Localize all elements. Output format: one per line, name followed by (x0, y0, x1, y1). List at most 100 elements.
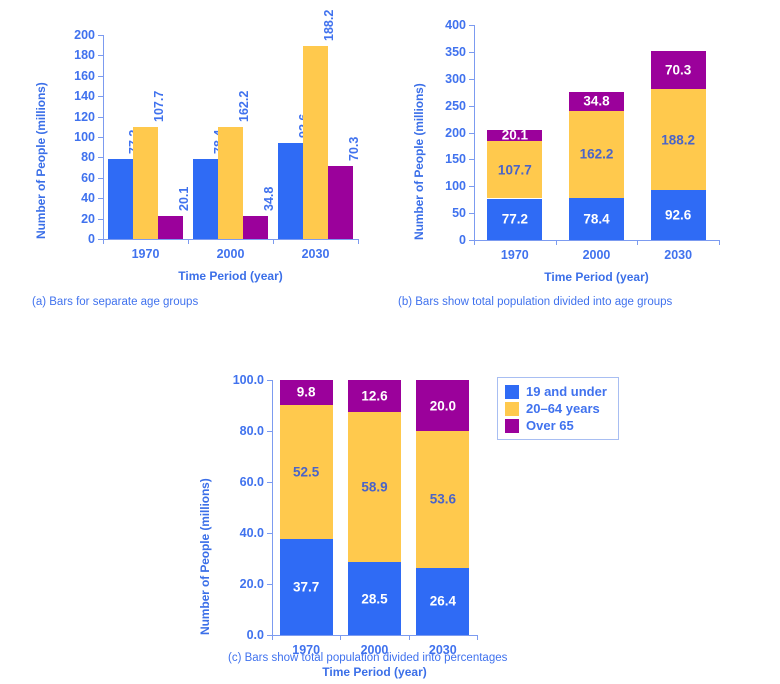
y-tickmark (267, 635, 272, 636)
y-tick-label: 50 (452, 206, 466, 221)
legend-label: 19 and under (526, 384, 607, 399)
y-tickmark (267, 482, 272, 483)
legend: 19 and under 20–64 years Over 65 (497, 377, 619, 440)
segment-value-label: 9.8 (296, 384, 316, 400)
legend-item[interactable]: Over 65 (505, 417, 609, 434)
chart-panel-a: 0 20 40 60 80 100 120 140 160 180 200 Number of Peo… (0, 0, 390, 320)
x-tick-label-2000: 2000 (582, 248, 611, 262)
x-axis-line (103, 239, 358, 240)
x-tick-label-2030: 2030 (301, 247, 330, 261)
bar-2000-2[interactable] (348, 380, 401, 413)
bar-2000-1[interactable] (218, 126, 243, 239)
y-tick-label: 80.0 (239, 424, 264, 438)
segment-value-label: 53.6 (429, 491, 456, 507)
bar-2030-2[interactable] (328, 165, 353, 239)
y-tickmark (267, 533, 272, 534)
chart-panel-c: 0.0 20.0 40.0 60.0 80.0 100.0 Number of People… (180, 350, 640, 679)
legend-item[interactable]: 20–64 years (505, 400, 609, 417)
bar-2000-0[interactable] (348, 562, 401, 635)
bar-2000-0[interactable] (193, 159, 218, 239)
y-tick-label: 80 (81, 150, 95, 165)
bar-1970-1[interactable] (133, 126, 158, 239)
y-tick-label: 350 (445, 44, 466, 59)
caption-a: (a) Bars for separate age groups (32, 296, 199, 308)
x-tickmark (272, 635, 273, 640)
bar-value-label: 107.7 (151, 90, 166, 122)
x-axis-title: Time Period (year) (544, 270, 649, 284)
bar-value-label: 20.1 (176, 186, 191, 211)
bar-2030-1[interactable] (416, 431, 470, 568)
segment-value-label: 26.4 (429, 593, 456, 609)
chart-panel-b: 0 50 100 150 200 250 300 350 400 Number of People… (390, 0, 780, 320)
bar-1970-2[interactable] (279, 380, 333, 405)
y-tick-label: 140 (74, 89, 95, 104)
y-tickmark (469, 25, 474, 26)
y-tickmark (98, 75, 103, 77)
y-tickmark (469, 186, 474, 188)
y-tick-label: 150 (445, 152, 466, 167)
bar-2030-1[interactable] (650, 89, 706, 191)
bar-2030-2[interactable] (416, 380, 470, 431)
bar-2000-2[interactable] (243, 215, 268, 239)
y-tickmark (469, 159, 474, 161)
x-axis-title: Time Period (year) (322, 665, 427, 679)
x-tickmark (637, 240, 639, 245)
legend-swatch-20-64-years (505, 401, 519, 416)
y-tickmark (469, 132, 474, 134)
bar-2030-2[interactable] (650, 51, 706, 90)
segment-value-label: 12.6 (361, 388, 388, 404)
segment-value-label: 34.8 (583, 93, 610, 109)
caption-b: (b) Bars show total population divided i… (398, 296, 673, 308)
y-tick-label: 100.0 (232, 373, 264, 387)
caption-c: (c) Bars show total population divided i… (228, 652, 508, 664)
x-axis-line (272, 635, 477, 636)
x-tick-label-1970: 1970 (500, 248, 529, 262)
bar-value-label: 34.8 (261, 186, 276, 211)
legend-item[interactable]: 19 and under (505, 383, 609, 400)
segment-value-label: 20.1 (501, 127, 528, 143)
bar-2000-0[interactable] (569, 197, 624, 240)
bar-2000-1[interactable] (348, 412, 401, 563)
bar-2030-0[interactable] (416, 567, 470, 635)
segment-value-label: 20.0 (429, 398, 456, 413)
y-tick-label: 0 (88, 232, 95, 246)
bar-1970-2[interactable] (487, 129, 543, 141)
legend-label: 20–64 years (526, 401, 600, 416)
bar-value-label: 188.2 (321, 9, 336, 42)
y-axis-line (474, 25, 475, 240)
x-tickmark (340, 635, 342, 640)
x-axis-line (474, 240, 719, 241)
x-tick-label-1970: 1970 (292, 643, 321, 657)
y-tick-label: 40.0 (239, 526, 264, 540)
y-tickmark (469, 105, 474, 107)
bar-1970-1[interactable] (279, 404, 333, 539)
y-axis-title: Number of People (millions) (198, 478, 212, 635)
y-tickmark (98, 239, 103, 240)
bar-1970-0[interactable] (487, 198, 543, 240)
y-tick-label: 180 (74, 48, 95, 63)
y-tick-label: 120 (74, 109, 95, 124)
y-tick-label: 300 (445, 71, 466, 86)
y-axis-title: Number of People (millions) (34, 82, 48, 239)
bar-2030-0[interactable] (278, 143, 303, 239)
segment-value-label: 52.5 (293, 464, 320, 480)
bar-value-label: 70.3 (346, 136, 361, 161)
bar-1970-0[interactable] (108, 159, 133, 239)
bar-1970-1[interactable] (487, 140, 543, 199)
bar-2030-0[interactable] (650, 190, 706, 240)
segment-value-label: 37.7 (293, 579, 320, 595)
y-tick-label: 0 (459, 233, 466, 247)
bar-2000-1[interactable] (569, 110, 624, 198)
x-tick-label-2000: 2000 (216, 247, 245, 261)
y-tickmark (98, 55, 103, 57)
bar-2000-2[interactable] (569, 91, 624, 111)
x-tickmark (555, 240, 557, 245)
bar-1970-2[interactable] (158, 215, 183, 239)
bar-1970-0[interactable] (279, 538, 333, 635)
segment-value-label: 77.2 (501, 211, 528, 227)
segment-value-label: 78.4 (583, 211, 610, 227)
x-tickmark (273, 239, 274, 244)
bar-2030-1[interactable] (303, 46, 328, 239)
segment-value-label: 107.7 (497, 162, 532, 178)
x-tickmark (474, 240, 475, 245)
